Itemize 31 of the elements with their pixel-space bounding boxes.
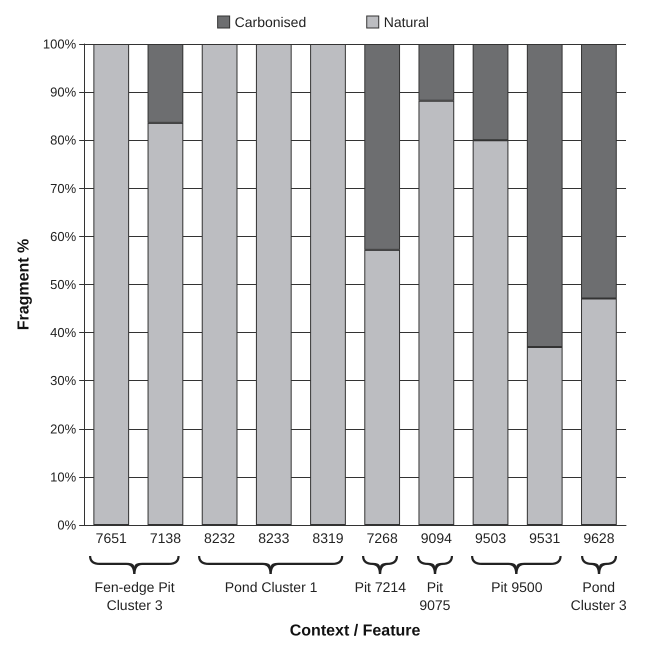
x-tick-label: 9628 bbox=[583, 530, 615, 546]
legend-label: Carbonised bbox=[234, 14, 306, 30]
x-tick-label: 7268 bbox=[366, 530, 398, 546]
y-tick-label: 90% bbox=[50, 84, 77, 100]
y-tick-label: 30% bbox=[50, 373, 77, 388]
text: Pit 9075 bbox=[419, 579, 451, 613]
x-tick-label: 7138 bbox=[150, 530, 182, 546]
x-tick-label: 8232 bbox=[204, 530, 236, 546]
y-tick-label: 100% bbox=[42, 36, 77, 52]
y-tick-label: 40% bbox=[50, 325, 77, 340]
x-axis-title: Context / Feature bbox=[290, 622, 421, 640]
y-tick-label: 50% bbox=[50, 277, 77, 292]
x-tick-label: 8233 bbox=[258, 530, 290, 546]
legend-label: Natural bbox=[384, 14, 429, 30]
text: Pond Cluster 1 bbox=[224, 579, 318, 595]
y-tick-label: 10% bbox=[50, 469, 77, 484]
text: Pond Cluster 3 bbox=[570, 579, 627, 613]
x-tick-label: 9503 bbox=[474, 530, 506, 546]
x-tick-label: 9531 bbox=[529, 530, 561, 546]
text: Pit 7214 bbox=[354, 579, 406, 595]
y-tick-label: 70% bbox=[50, 180, 77, 196]
text: Fen-edge Pit Cluster 3 bbox=[94, 579, 175, 613]
x-tick-label: 9094 bbox=[420, 530, 452, 546]
x-tick-label: 7651 bbox=[96, 530, 128, 546]
text: Pit 9500 bbox=[491, 579, 543, 595]
y-tick-label: 60% bbox=[50, 228, 77, 244]
x-tick-label: 8319 bbox=[312, 530, 344, 546]
y-tick-label: 20% bbox=[50, 421, 77, 436]
y-tick-label: 80% bbox=[50, 132, 77, 148]
y-tick-label: 0% bbox=[57, 518, 77, 532]
y-axis-title: Fragment % bbox=[16, 238, 32, 330]
